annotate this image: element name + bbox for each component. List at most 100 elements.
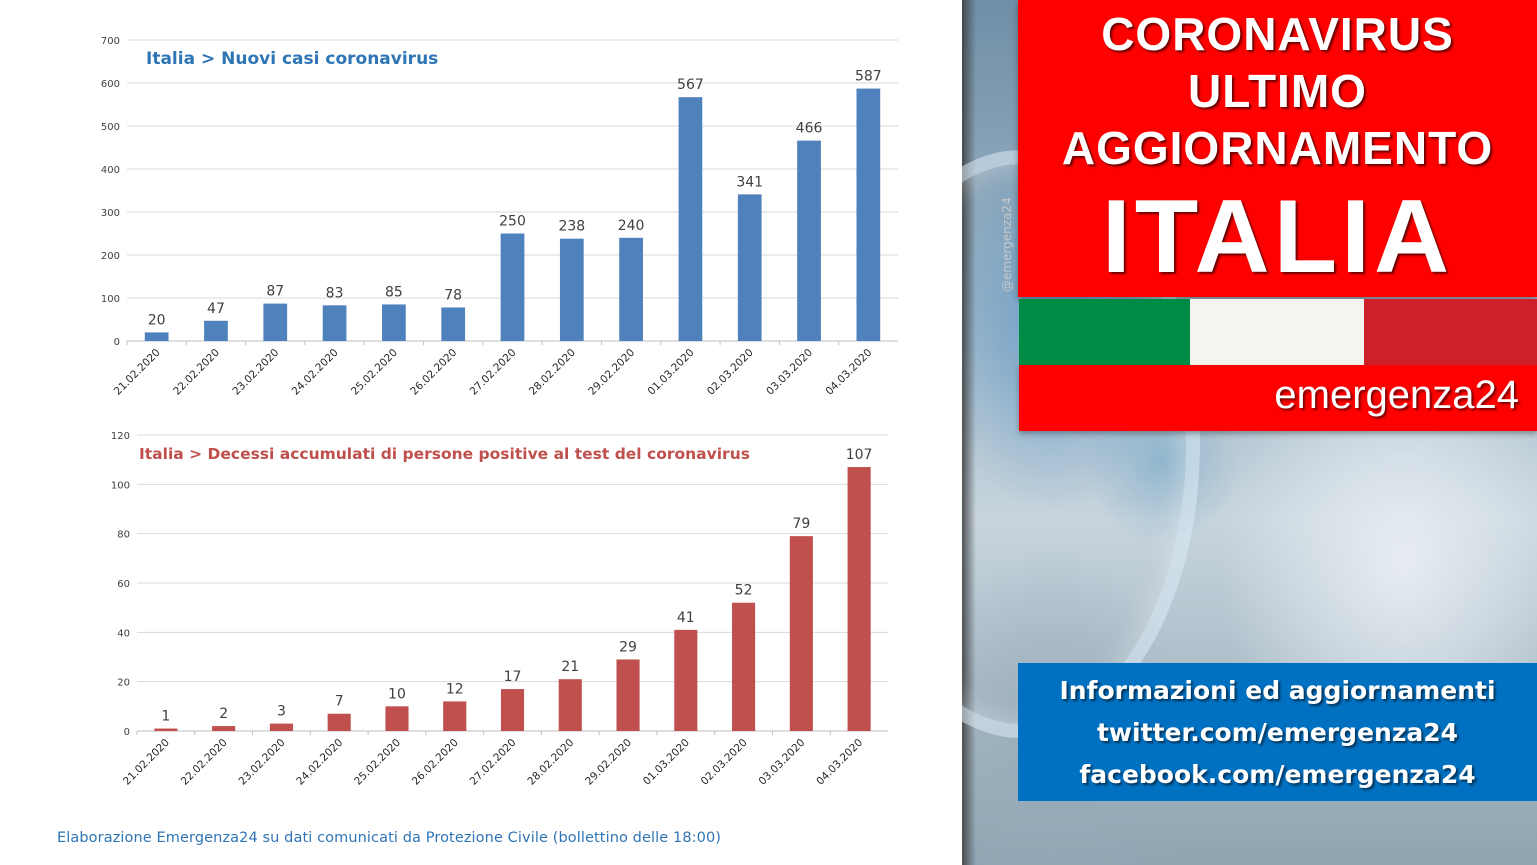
flag-red-stripe <box>1364 299 1537 365</box>
twitter-link[interactable]: twitter.com/emergenza24 <box>1096 718 1459 747</box>
deaths-chart: 0 20 40 60 80 100 120 1 21.02.2020 2 22.02.2020 3 23… <box>111 431 888 788</box>
data-label: 2 <box>219 706 228 722</box>
bar <box>385 706 409 731</box>
y-tick-label: 200 <box>101 251 120 262</box>
x-tick-label: 01.03.2020 <box>641 737 692 788</box>
new-cases-chart: 0 100 200 300 400 500 600 700 20 21.02.2020 47 22.0… <box>101 36 898 398</box>
data-label: 341 <box>736 174 763 190</box>
watermark-handle: @emergenza24 <box>1000 197 1014 292</box>
data-label: 10 <box>388 686 406 702</box>
title-line-2: ULTIMO <box>1188 65 1367 117</box>
x-tick-label: 03.03.2020 <box>756 737 807 788</box>
y-tick-label: 0 <box>124 727 130 738</box>
x-tick-label: 21.02.2020 <box>121 737 172 788</box>
x-tick-label: 04.03.2020 <box>823 347 874 398</box>
data-label: 238 <box>558 219 585 235</box>
bar <box>500 233 525 341</box>
title-line-3: AGGIORNAMENTO <box>1061 122 1494 174</box>
data-label: 20 <box>148 312 166 328</box>
y-tick-label: 20 <box>117 678 130 689</box>
data-label: 466 <box>796 121 823 137</box>
y-tick-label: 300 <box>101 208 120 219</box>
bar <box>382 304 406 341</box>
x-tick-label: 25.02.2020 <box>352 737 403 788</box>
x-tick-label: 28.02.2020 <box>527 347 578 398</box>
bar <box>500 689 525 731</box>
bar <box>269 723 293 731</box>
bar <box>263 303 288 341</box>
data-label: 567 <box>677 77 704 93</box>
data-label: 87 <box>266 284 284 300</box>
y-tick-label: 100 <box>101 294 120 305</box>
x-tick-label: 04.03.2020 <box>814 737 865 788</box>
data-label: 79 <box>792 516 810 532</box>
source-footnote: Elaborazione Emergenza24 su dati comunic… <box>57 830 722 846</box>
x-tick-label: 26.02.2020 <box>410 737 461 788</box>
bar <box>674 629 698 731</box>
x-tick-label: 02.03.2020 <box>699 737 750 788</box>
bar <box>737 194 762 341</box>
bar <box>559 238 584 341</box>
data-label: 41 <box>677 610 695 626</box>
bar <box>144 332 169 341</box>
x-tick-label: 24.02.2020 <box>290 347 341 398</box>
x-tick-label: 29.02.2020 <box>586 347 637 398</box>
y-tick-label: 600 <box>101 79 120 90</box>
bar <box>322 305 347 341</box>
bar <box>441 307 466 341</box>
bar <box>678 97 703 341</box>
bar <box>443 701 467 731</box>
chart-title: Italia > Decessi accumulati di persone p… <box>139 445 750 463</box>
x-tick-label: 25.02.2020 <box>349 347 400 398</box>
y-tick-label: 40 <box>117 628 130 639</box>
data-label: 85 <box>385 284 403 300</box>
bar <box>856 88 881 341</box>
bar <box>204 320 228 341</box>
x-tick-label: 02.03.2020 <box>705 347 756 398</box>
x-tick-label: 27.02.2020 <box>468 347 519 398</box>
data-label: 17 <box>504 669 522 685</box>
y-tick-label: 0 <box>114 337 120 348</box>
x-tick-label: 26.02.2020 <box>408 347 459 398</box>
x-tick-label: 23.02.2020 <box>230 347 281 398</box>
y-tick-label: 60 <box>117 579 130 590</box>
bar <box>327 713 351 731</box>
data-label: 21 <box>561 659 579 675</box>
y-tick-label: 120 <box>111 431 130 442</box>
data-label: 7 <box>335 694 344 710</box>
info-heading: Informazioni ed aggiornamenti <box>1059 676 1496 705</box>
bar <box>154 728 178 731</box>
x-tick-label: 24.02.2020 <box>294 737 345 788</box>
y-tick-label: 400 <box>101 165 120 176</box>
bar <box>558 679 582 731</box>
data-label: 12 <box>446 681 464 697</box>
data-label: 250 <box>499 214 526 230</box>
bar <box>847 467 871 731</box>
flag-white-stripe <box>1190 299 1364 365</box>
y-tick-label: 100 <box>111 480 130 491</box>
facebook-link[interactable]: facebook.com/emergenza24 <box>1079 760 1476 789</box>
x-tick-label: 01.03.2020 <box>646 347 697 398</box>
data-label: 3 <box>277 704 286 720</box>
x-tick-label: 22.02.2020 <box>179 737 230 788</box>
y-tick-label: 80 <box>117 530 130 541</box>
x-tick-label: 29.02.2020 <box>583 737 634 788</box>
flag-green-stripe <box>1019 299 1190 365</box>
brand-banner: emergenza24 <box>1019 365 1537 431</box>
data-label: 83 <box>326 285 344 301</box>
data-label: 52 <box>735 583 753 599</box>
x-tick-label: 03.03.2020 <box>764 347 815 398</box>
bar <box>619 237 643 341</box>
data-label: 1 <box>161 709 170 725</box>
bar <box>732 602 756 731</box>
data-label: 78 <box>444 287 462 303</box>
y-tick-label: 700 <box>101 36 120 47</box>
title-line-1: CORONAVIRUS <box>1101 8 1454 60</box>
data-label: 107 <box>846 447 873 463</box>
bar <box>797 140 821 341</box>
y-tick-label: 500 <box>101 122 120 133</box>
title-country: ITALIA <box>1101 179 1454 295</box>
chart-title: Italia > Nuovi casi coronavirus <box>146 49 438 69</box>
x-tick-label: 27.02.2020 <box>468 737 519 788</box>
charts-panel: 0 100 200 300 400 500 600 700 20 21.02.2020 47 22.0… <box>57 36 898 846</box>
